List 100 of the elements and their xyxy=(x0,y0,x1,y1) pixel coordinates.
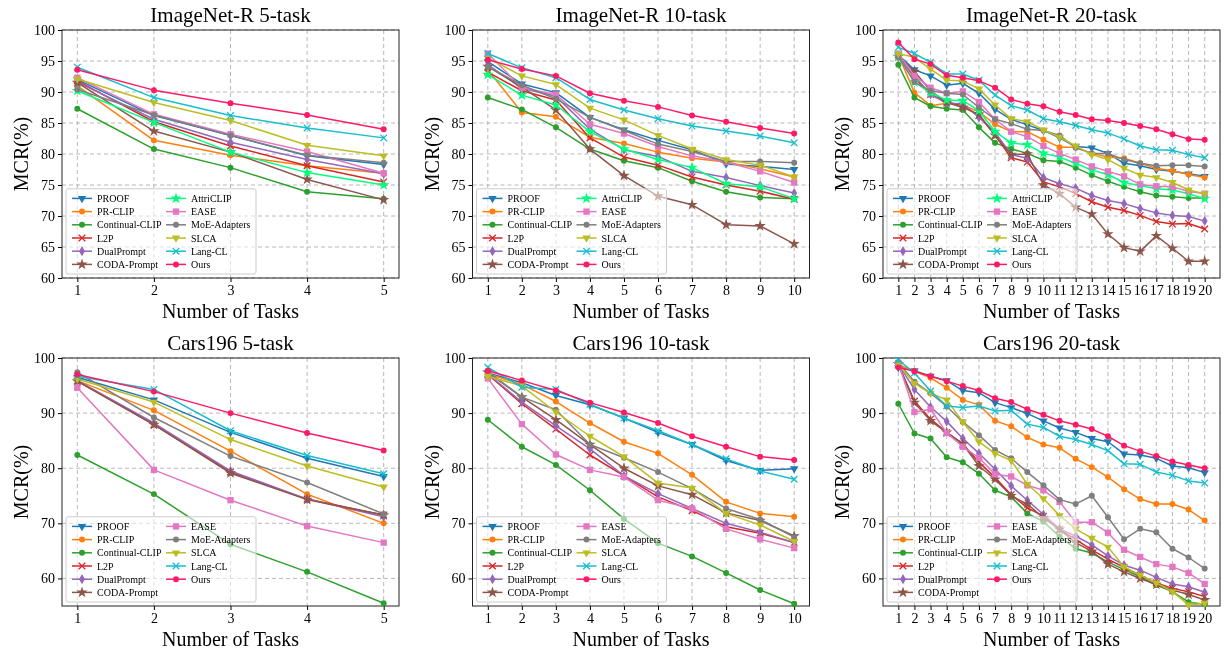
legend-label: Ours xyxy=(601,573,622,585)
y-tick-label: 70 xyxy=(862,208,876,224)
y-tick-label: 70 xyxy=(451,516,466,532)
x-tick-label: 18 xyxy=(1165,610,1180,626)
y-tick-label: 100 xyxy=(34,350,55,366)
x-tick-label: 7 xyxy=(689,282,697,298)
x-tick-label: 5 xyxy=(380,282,388,298)
x-tick-label: 4 xyxy=(304,610,312,626)
legend-label: Continual-CLIP xyxy=(918,219,983,231)
legend-label: L2P xyxy=(918,560,936,572)
legend-label: CODA-Prompt xyxy=(97,587,159,598)
x-tick-label: 13 xyxy=(1085,610,1100,626)
y-tick-label: 80 xyxy=(451,461,466,477)
legend-label: DualPrompt xyxy=(918,573,968,585)
y-tick-label: 80 xyxy=(451,146,466,162)
x-tick-label: 4 xyxy=(586,282,594,298)
y-tick-label: 65 xyxy=(862,239,876,255)
y-tick-label: 100 xyxy=(444,350,466,366)
x-tick-label: 11 xyxy=(1053,610,1067,626)
x-tick-label: 5 xyxy=(620,610,628,626)
y-tick-label: 95 xyxy=(41,53,55,69)
legend-label: MoE-Adapters xyxy=(1012,534,1072,546)
x-tick-label: 4 xyxy=(304,282,312,298)
legend-label: PR-CLIP xyxy=(97,534,135,546)
legend-label: L2P xyxy=(507,560,525,572)
legend-label: Ours xyxy=(1012,573,1032,585)
x-tick-label: 12 xyxy=(1069,610,1084,626)
legend-label: AttriCLIP xyxy=(601,193,643,204)
legend-label: MoE-Adapters xyxy=(601,219,662,231)
legend-label: SLCA xyxy=(601,232,628,244)
legend-label: PROOF xyxy=(507,193,541,204)
legend-label: EASE xyxy=(1012,206,1037,218)
legend-label: SLCA xyxy=(1012,547,1039,559)
chart-title: ImageNet-R 10-task xyxy=(555,3,727,27)
x-tick-label: 14 xyxy=(1101,610,1116,626)
legend-label: PROOF xyxy=(507,521,541,532)
x-tick-label: 17 xyxy=(1149,282,1164,298)
x-tick-label: 12 xyxy=(1069,282,1084,298)
y-axis-title: MCR(%) xyxy=(420,116,444,192)
x-tick-label: 20 xyxy=(1198,282,1213,298)
x-tick-label: 19 xyxy=(1182,610,1197,626)
legend-label: Lang-CL xyxy=(1012,560,1049,572)
y-tick-label: 60 xyxy=(41,571,55,587)
x-tick-label: 7 xyxy=(992,282,1000,298)
y-tick-label: 80 xyxy=(41,146,55,162)
legend-label: CODA-Prompt xyxy=(97,259,159,270)
x-tick-label: 7 xyxy=(992,610,1000,626)
x-tick-label: 6 xyxy=(975,282,983,298)
x-tick-label: 1 xyxy=(484,282,492,298)
legend-label: Lang-CL xyxy=(1012,245,1049,257)
legend-label: Continual-CLIP xyxy=(507,219,573,231)
legend-label: AttriCLIP xyxy=(1012,193,1053,204)
legend-label: PROOF xyxy=(97,521,130,532)
legend-label: Ours xyxy=(601,259,622,270)
x-tick-label: 20 xyxy=(1198,610,1213,626)
x-tick-label: 3 xyxy=(552,610,560,626)
x-tick-label: 3 xyxy=(927,610,935,626)
y-tick-label: 60 xyxy=(862,571,876,587)
y-tick-label: 70 xyxy=(41,516,55,532)
x-tick-label: 6 xyxy=(655,282,663,298)
legend-label: CODA-Prompt xyxy=(918,587,980,598)
x-axis-title: Number of Tasks xyxy=(161,628,300,650)
x-tick-label: 4 xyxy=(943,610,951,626)
y-tick-label: 70 xyxy=(41,208,55,224)
chart-title: Cars196 5-task xyxy=(167,331,295,355)
x-tick-label: 8 xyxy=(723,282,731,298)
legend-label: PROOF xyxy=(918,521,951,532)
legend-label: CODA-Prompt xyxy=(507,587,569,598)
legend-label: EASE xyxy=(191,206,216,218)
legend-label: DualPrompt xyxy=(97,573,147,585)
legend-label: PROOF xyxy=(97,193,130,204)
legend-label: Continual-CLIP xyxy=(97,547,162,559)
chart-title: ImageNet-R 5-task xyxy=(150,3,312,27)
legend-label: Lang-CL xyxy=(191,560,228,572)
y-tick-label: 70 xyxy=(451,208,466,224)
legend-label: Lang-CL xyxy=(601,560,639,572)
chart-title: ImageNet-R 20-task xyxy=(966,3,1138,27)
x-tick-label: 2 xyxy=(518,282,526,298)
y-axis-title: MCR(%) xyxy=(831,116,854,192)
y-tick-label: 60 xyxy=(451,571,466,587)
x-tick-label: 16 xyxy=(1133,610,1148,626)
x-tick-label: 6 xyxy=(975,610,983,626)
x-tick-label: 1 xyxy=(74,282,82,298)
x-tick-label: 2 xyxy=(150,282,158,298)
x-tick-label: 2 xyxy=(911,282,919,298)
x-tick-label: 17 xyxy=(1149,610,1164,626)
y-tick-label: 80 xyxy=(41,461,55,477)
chart-title: Cars196 20-task xyxy=(982,331,1121,355)
legend-label: PR-CLIP xyxy=(507,206,546,218)
x-tick-label: 8 xyxy=(723,610,731,626)
x-tick-label: 10 xyxy=(1036,610,1051,626)
x-tick-label: 4 xyxy=(943,282,951,298)
legend-label: EASE xyxy=(601,521,627,532)
x-tick-label: 6 xyxy=(655,610,663,626)
x-tick-label: 3 xyxy=(227,282,235,298)
y-tick-label: 90 xyxy=(451,406,466,422)
y-tick-label: 60 xyxy=(451,270,466,286)
y-tick-label: 95 xyxy=(862,53,876,69)
y-tick-label: 75 xyxy=(41,177,55,193)
legend-label: AttriCLIP xyxy=(191,193,232,204)
